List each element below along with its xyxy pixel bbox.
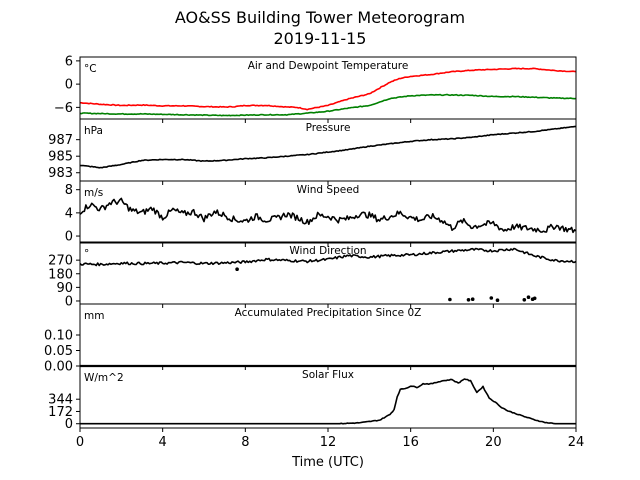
y-tick-label: 0 (65, 417, 73, 432)
panel-4-unit: ° (84, 248, 89, 260)
x-tick-label: 16 (402, 435, 419, 450)
panel-1-series-1 (79, 67, 577, 111)
x-tick-label: 20 (485, 435, 502, 450)
panel-4-point (526, 295, 531, 300)
y-tick-label: 90 (56, 281, 73, 296)
x-tick-label: 8 (241, 435, 249, 450)
y-tick-label: 8 (65, 183, 73, 198)
chart-panels: −6 0 6 °C Air and Dewpoint Temperature 983985… (44, 54, 584, 450)
panel-4-point (522, 298, 527, 302)
panel-6-unit: W/m^2 (84, 372, 124, 384)
y-tick-label: 983 (48, 166, 73, 181)
panel-5-unit: mm (84, 310, 104, 322)
panel-1-series-2 (79, 93, 577, 117)
x-tick-label: 12 (320, 435, 337, 450)
y-tick-label: 0.00 (44, 360, 73, 375)
panel-4-point (489, 296, 494, 300)
panel-1: −6 0 6 °C Air and Dewpoint Temperature (54, 54, 577, 123)
y-tick-label: 344 (48, 393, 73, 408)
x-tick-label: 4 (159, 435, 167, 450)
y-tick-label: 0.05 (44, 344, 73, 359)
panel-6-series-1 (80, 378, 576, 425)
panel-3-series-1 (79, 197, 577, 234)
y-tick-label: 4 (65, 206, 73, 221)
panel-1-unit: °C (84, 63, 97, 75)
panel-6-title: Solar Flux (302, 369, 354, 381)
chart-subtitle: 2019-11-15 (274, 29, 367, 48)
panel-4-point (495, 298, 500, 303)
x-axis-label: Time (UTC) (291, 455, 364, 470)
panel-5-title: Accumulated Precipitation Since 0Z (235, 307, 422, 319)
panel-5: 0.000.050.10 mm Accumulated Precipitation … (44, 303, 577, 375)
panel-4-point (470, 297, 475, 302)
y-tick-label: 0 (65, 230, 73, 245)
panel-4-title: Wind Direction (289, 245, 366, 257)
y-tick-label: 0 (65, 294, 73, 309)
panel-4-point (532, 296, 537, 301)
panel-4-series-1 (79, 247, 577, 267)
y-tick-label: 985 (48, 150, 73, 165)
y-tick-label: 6 (65, 54, 73, 69)
y-tick-label: 0.10 (44, 329, 73, 344)
panel-3-title: Wind Speed (297, 184, 360, 196)
y-tick-label: 987 (48, 133, 73, 148)
y-tick-label: −6 (54, 101, 73, 116)
y-tick-label: 180 (48, 267, 73, 282)
panel-2-title: Pressure (306, 122, 351, 134)
panel-1-title: Air and Dewpoint Temperature (248, 60, 409, 72)
chart-title: AO&SS Building Tower Meteorogram (175, 8, 465, 27)
panel-3: 0 4 8 m/s Wind Speed (65, 180, 577, 247)
panel-2-series-1 (80, 125, 577, 169)
panel-2-unit: hPa (84, 125, 103, 137)
panel-4-point (466, 298, 471, 302)
x-tick-label: 0 (76, 435, 84, 450)
y-tick-label: 0 (65, 78, 73, 93)
panel-4-point (235, 267, 239, 272)
panel-4-point (448, 297, 452, 302)
panel-3-unit: m/s (84, 187, 103, 199)
y-tick-label: 270 (48, 254, 73, 269)
y-tick-label: 172 (48, 405, 73, 420)
x-tick-label: 24 (568, 435, 585, 450)
